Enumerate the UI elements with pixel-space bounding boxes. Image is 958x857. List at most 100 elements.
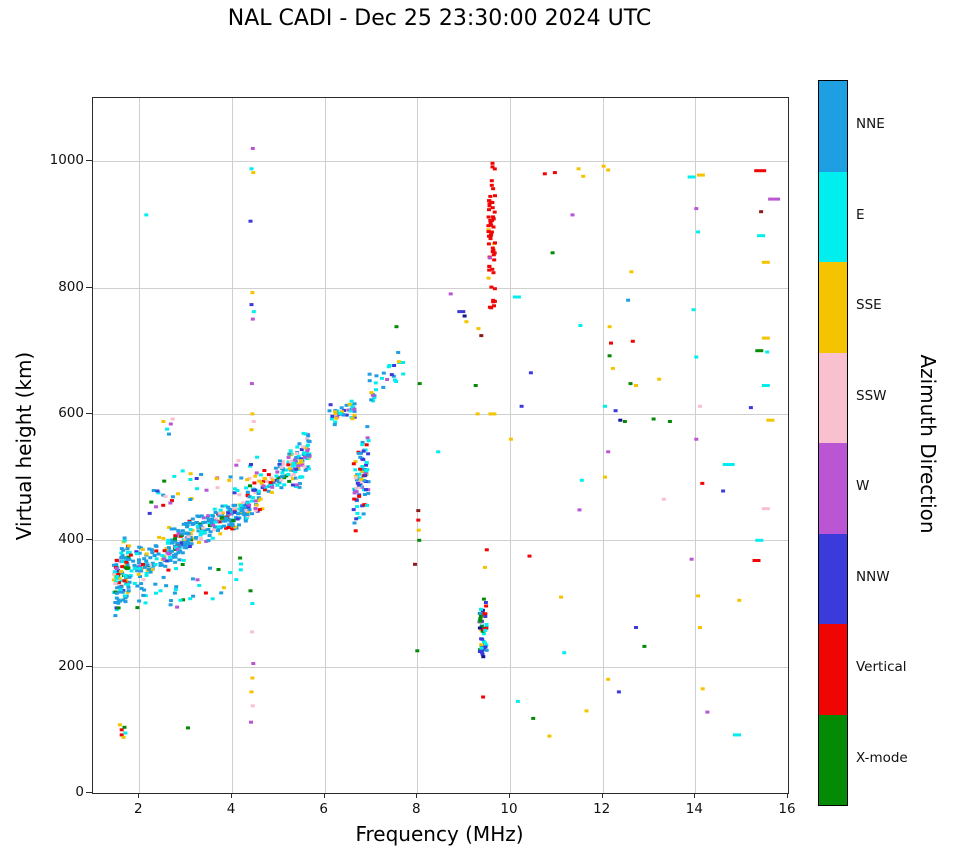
- data-point: [478, 619, 483, 623]
- data-point: [488, 221, 493, 225]
- colorbar-band-nne: [819, 81, 847, 172]
- data-point: [135, 569, 140, 573]
- data-point: [164, 547, 169, 551]
- colorbar: [818, 80, 848, 806]
- data-point: [173, 588, 178, 592]
- data-point: [250, 676, 255, 680]
- data-point: [228, 571, 233, 575]
- data-point: [361, 458, 366, 462]
- data-point: [268, 482, 273, 486]
- data-point: [416, 528, 421, 532]
- data-point: [249, 630, 254, 634]
- data-point: [125, 547, 130, 551]
- data-point: [578, 324, 583, 327]
- data-point: [250, 704, 255, 708]
- data-point: [115, 575, 119, 578]
- data-point: [143, 601, 148, 605]
- data-point: [607, 325, 612, 329]
- data-point: [126, 557, 131, 561]
- data-point: [244, 486, 249, 490]
- data-point: [351, 508, 356, 512]
- colorbar-tick-label: X-mode: [856, 749, 908, 766]
- data-point: [508, 437, 513, 441]
- data-point: [268, 481, 273, 485]
- data-point: [365, 504, 370, 507]
- data-point: [249, 303, 254, 307]
- data-point: [270, 478, 275, 482]
- data-point: [492, 167, 497, 171]
- data-point: [515, 699, 520, 703]
- data-point: [353, 474, 358, 478]
- data-point: [286, 460, 291, 464]
- data-point: [401, 361, 405, 364]
- data-point: [214, 517, 218, 521]
- data-point: [194, 477, 199, 480]
- data-point: [330, 414, 335, 418]
- data-point: [369, 398, 374, 402]
- data-point: [158, 561, 163, 565]
- data-point: [168, 422, 173, 426]
- data-point: [570, 213, 575, 217]
- data-point: [124, 575, 129, 579]
- data-point: [329, 417, 334, 421]
- data-point: [748, 406, 753, 410]
- data-point: [121, 598, 126, 602]
- data-point: [230, 527, 235, 531]
- data-point: [694, 207, 699, 211]
- data-point: [144, 571, 149, 575]
- data-point: [167, 432, 171, 436]
- data-point: [150, 568, 155, 572]
- data-point: [606, 450, 611, 454]
- y-tick-label: 400: [58, 531, 84, 548]
- data-point: [165, 559, 170, 563]
- data-point: [486, 242, 491, 246]
- data-point: [337, 411, 342, 415]
- data-point: [225, 518, 230, 522]
- data-point: [483, 641, 487, 645]
- data-point: [178, 598, 183, 602]
- data-point: [352, 497, 357, 501]
- x-tick-label: 16: [778, 801, 796, 817]
- data-point: [120, 590, 125, 594]
- data-point: [269, 490, 274, 494]
- data-point: [279, 486, 284, 490]
- data-point: [165, 541, 170, 545]
- data-point: [364, 443, 369, 447]
- y-tick-label: 800: [58, 278, 84, 295]
- data-point: [145, 563, 150, 567]
- data-point: [657, 377, 662, 381]
- data-point: [359, 477, 364, 481]
- data-point: [119, 556, 124, 560]
- data-point: [417, 382, 422, 386]
- data-point: [114, 563, 119, 567]
- data-point: [231, 503, 236, 507]
- data-point: [295, 483, 299, 487]
- data-point: [366, 491, 371, 495]
- data-point: [352, 488, 357, 492]
- data-point: [253, 488, 258, 492]
- data-point: [493, 194, 497, 198]
- data-point: [478, 614, 483, 618]
- data-point: [173, 555, 178, 559]
- data-point: [528, 371, 533, 375]
- data-point: [137, 599, 142, 603]
- data-point: [385, 378, 390, 381]
- data-point: [353, 468, 358, 472]
- data-point: [581, 174, 586, 178]
- data-point: [170, 495, 175, 499]
- data-point: [280, 471, 285, 475]
- data-point: [180, 532, 185, 536]
- data-point: [257, 508, 262, 512]
- data-point: [170, 555, 175, 559]
- data-point: [761, 507, 770, 511]
- data-point: [166, 538, 171, 542]
- data-point: [691, 308, 696, 312]
- data-point: [172, 527, 177, 531]
- data-point: [300, 475, 305, 479]
- data-point: [305, 443, 310, 447]
- data-point: [157, 535, 162, 539]
- data-point: [562, 651, 567, 655]
- data-point: [448, 292, 453, 296]
- data-point: [206, 514, 211, 518]
